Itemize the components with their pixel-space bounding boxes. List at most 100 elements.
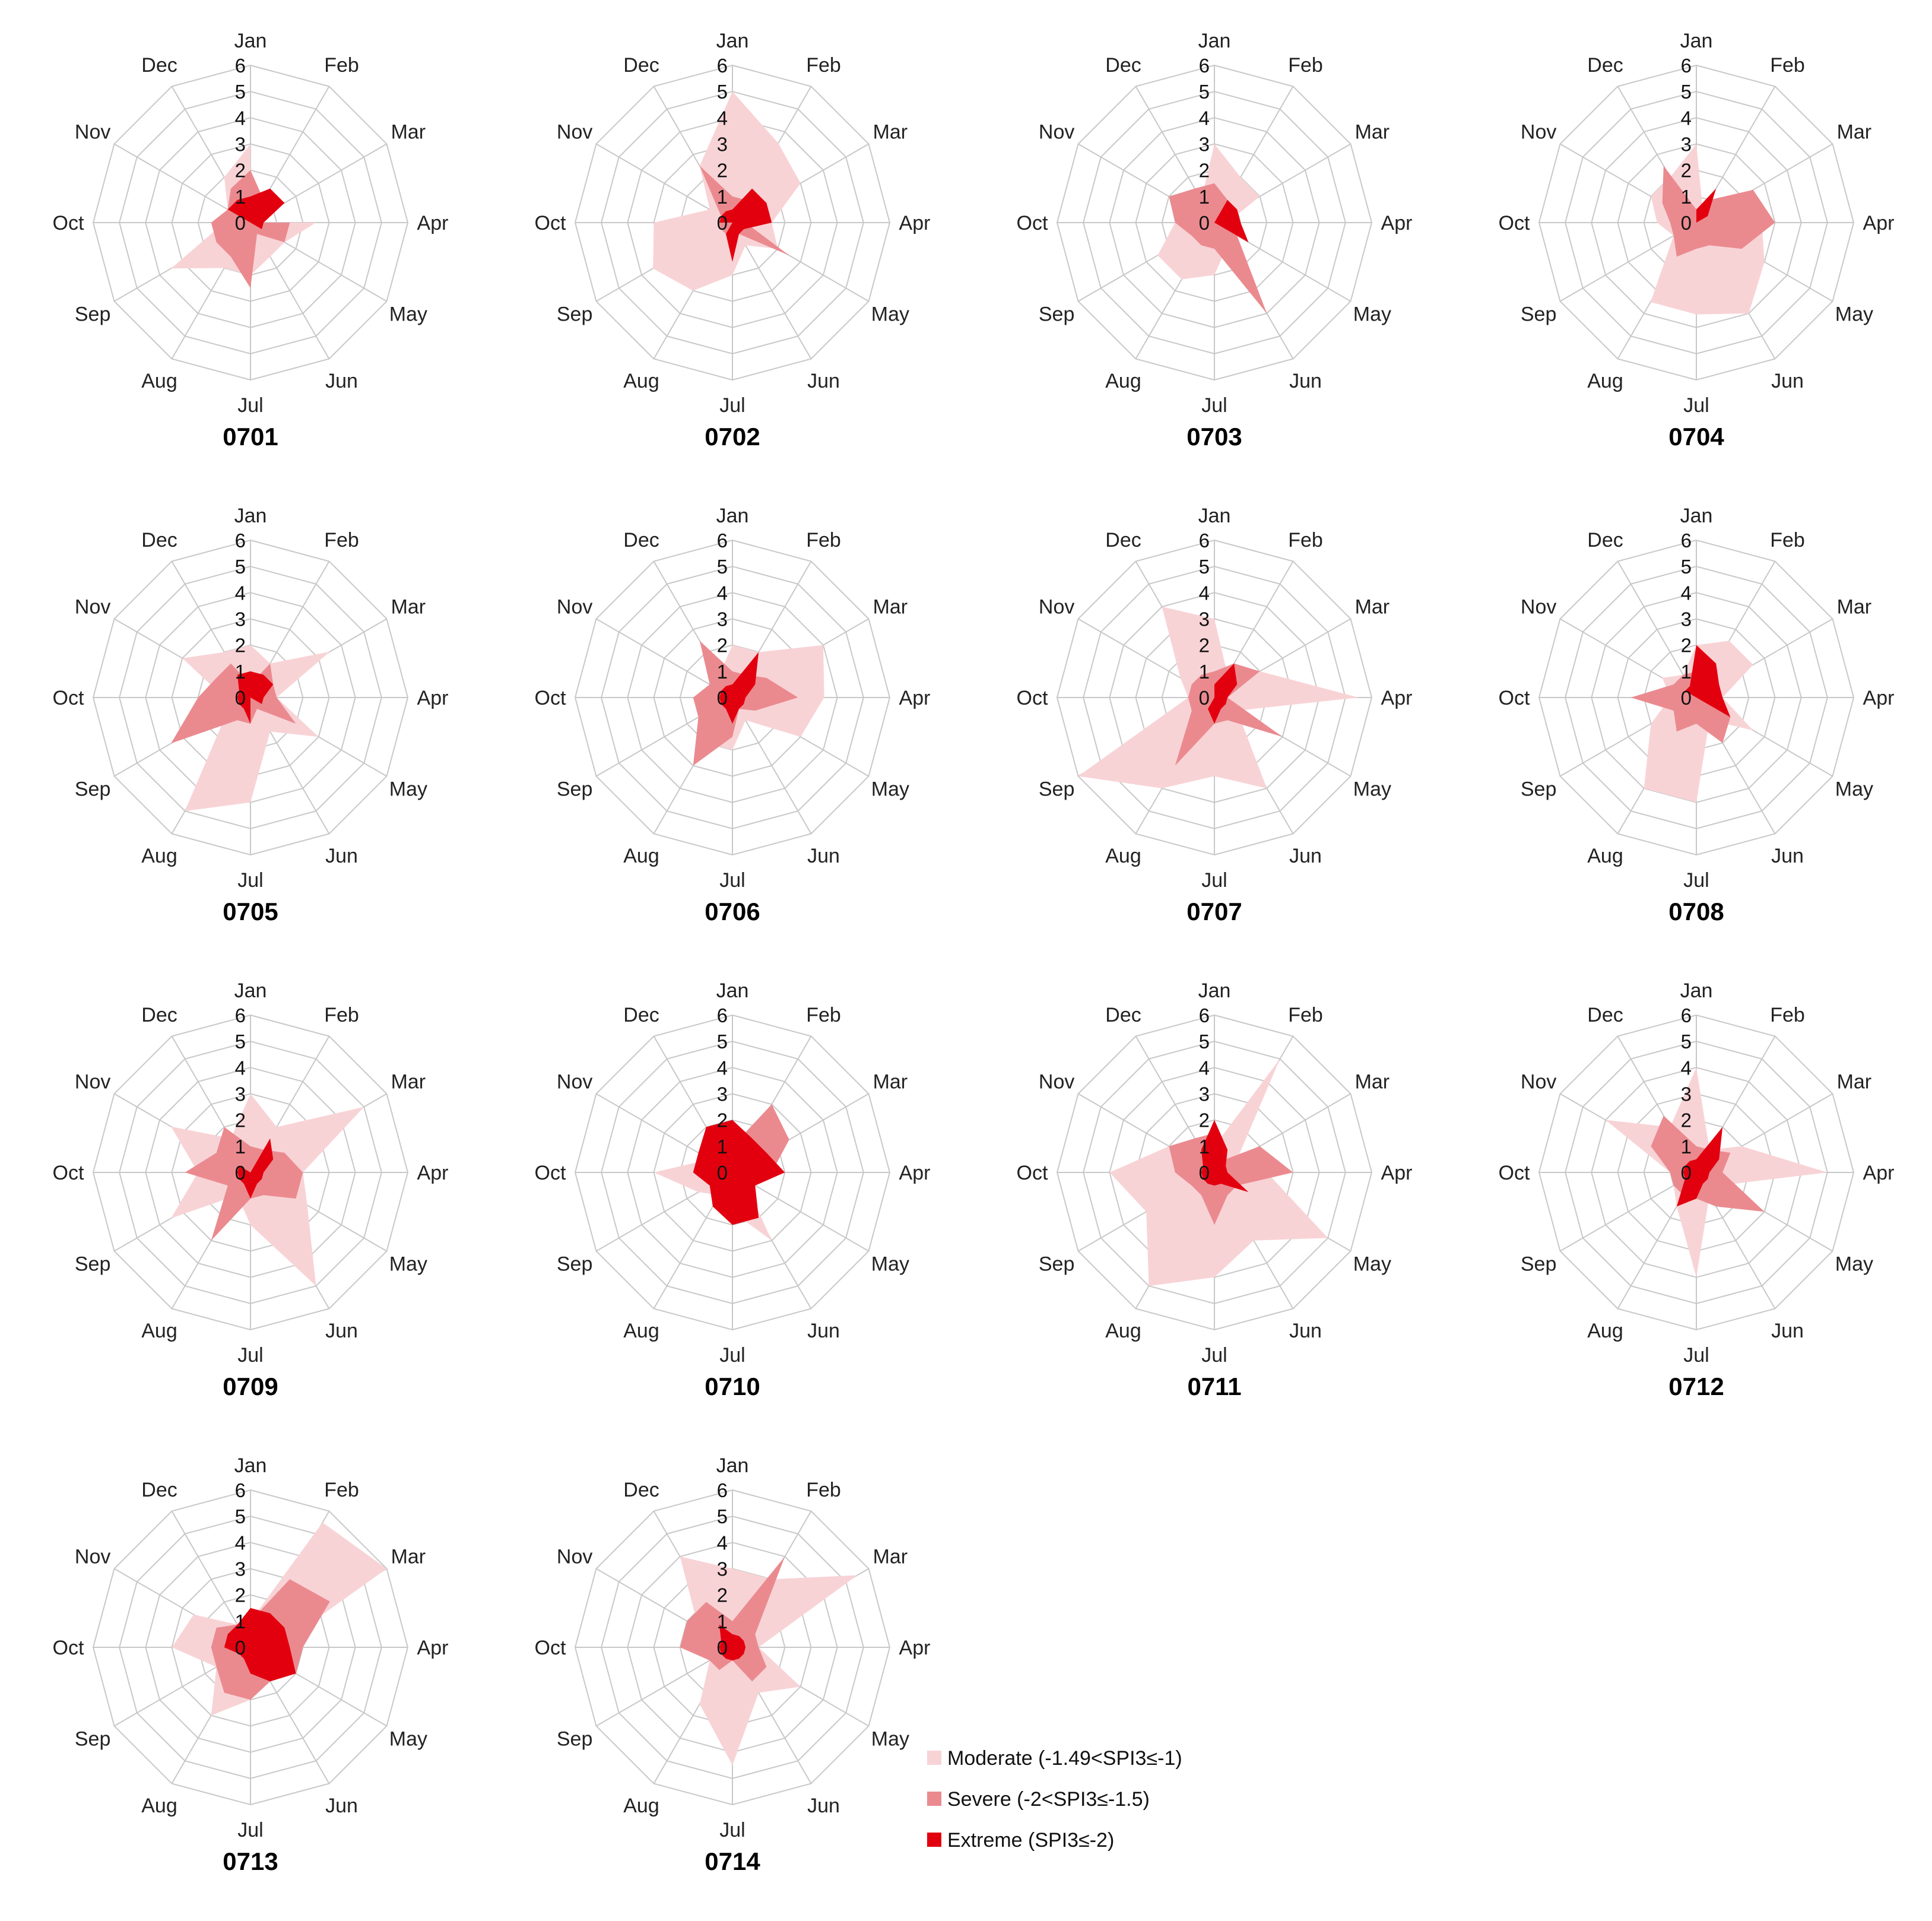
month-label: Jan [1198, 505, 1231, 527]
series-polygon-extreme [224, 1608, 296, 1682]
month-label: Jul [719, 869, 745, 892]
tick-label: 2 [1199, 160, 1210, 182]
radar-chart-0703: 0 1 2 3 4 5 6 Jan Feb Mar Apr May Jun Jul Aug Sep Oct Nov… [1017, 30, 1413, 451]
month-label: Mar [1837, 1071, 1872, 1093]
month-label: Nov [75, 121, 110, 144]
month-label: Aug [141, 1795, 177, 1817]
month-label: Apr [1863, 212, 1895, 234]
month-label: Nov [557, 1546, 592, 1568]
tick-label: 1 [717, 186, 728, 208]
month-label: Jun [1289, 1320, 1322, 1342]
month-label: Mar [1837, 121, 1872, 144]
month-label: Jun [1771, 845, 1804, 867]
month-label: Mar [1355, 596, 1390, 619]
month-label: Dec [623, 1004, 659, 1026]
tick-label: 2 [1681, 635, 1692, 657]
tick-label: 2 [235, 1584, 246, 1606]
tick-label: 5 [1199, 81, 1210, 103]
month-label: Apr [417, 1637, 449, 1659]
month-label: Aug [1587, 370, 1623, 392]
month-label: Jun [807, 1320, 840, 1342]
series-polygon-extreme [1676, 1127, 1723, 1207]
month-label: Jan [716, 505, 749, 527]
month-label: Dec [623, 1479, 659, 1501]
month-label: Mar [873, 1071, 908, 1093]
month-label: Jun [807, 845, 840, 867]
tick-label: 6 [1199, 530, 1210, 551]
month-label: Nov [1521, 596, 1556, 619]
tick-label: 1 [717, 1136, 728, 1158]
chart-title: 0701 [223, 423, 278, 451]
month-label: Apr [1863, 1162, 1895, 1184]
chart-title: 0708 [1668, 898, 1724, 925]
tick-label: 3 [1199, 134, 1210, 156]
legend-swatch-extreme [927, 1833, 941, 1847]
tick-label: 5 [235, 1031, 246, 1053]
tick-label: 3 [1681, 1083, 1692, 1105]
tick-label: 3 [717, 608, 728, 630]
tick-label: 5 [1681, 1031, 1692, 1053]
month-label: Mar [391, 1071, 426, 1093]
tick-label: 6 [717, 1004, 728, 1026]
month-label: Oct [535, 1637, 566, 1659]
month-label: Oct [53, 1162, 84, 1184]
month-label: Sep [557, 778, 593, 801]
chart-title: 0704 [1668, 423, 1724, 451]
month-label: Aug [623, 845, 659, 867]
tick-label: 0 [1681, 212, 1692, 234]
tick-label: 5 [1199, 556, 1210, 578]
month-label: Mar [391, 1546, 426, 1568]
tick-label: 6 [717, 55, 728, 77]
month-label: Feb [324, 529, 359, 551]
series-polygon-extreme [719, 652, 759, 724]
tick-label: 2 [235, 1110, 246, 1131]
month-label: Apr [417, 212, 449, 234]
series-polygon-severe [211, 170, 290, 289]
month-label: Jan [234, 979, 267, 1002]
tick-label: 4 [717, 582, 728, 604]
month-label: Sep [557, 303, 593, 326]
tick-label: 4 [1199, 107, 1210, 129]
month-label: Mar [391, 596, 426, 619]
tick-label: 0 [235, 1162, 246, 1184]
tick-label: 5 [1199, 1031, 1210, 1053]
month-label: Apr [1381, 212, 1413, 234]
month-label: Jul [1683, 1344, 1709, 1367]
tick-label: 4 [717, 1057, 728, 1079]
month-label: Aug [141, 845, 177, 867]
series-polygon-severe [699, 166, 789, 256]
month-label: Sep [1521, 303, 1557, 326]
month-label: Feb [806, 1479, 841, 1501]
month-label: Sep [1039, 778, 1075, 801]
month-label: Nov [557, 1071, 592, 1093]
month-label: Jan [716, 979, 749, 1002]
tick-label: 4 [235, 1057, 246, 1079]
month-label: Sep [75, 1253, 111, 1276]
chart-title: 0713 [223, 1847, 278, 1875]
tick-label: 0 [1681, 1162, 1692, 1184]
series-polygon-extreme [227, 188, 285, 249]
tick-label: 5 [717, 81, 728, 103]
month-label: Jul [1201, 394, 1227, 417]
month-label: Feb [806, 529, 841, 551]
tick-label: 1 [235, 186, 246, 208]
chart-title: 0714 [705, 1847, 760, 1875]
month-label: Feb [1288, 529, 1323, 551]
chart-title: 0712 [1668, 1372, 1724, 1400]
tick-label: 2 [1681, 1110, 1692, 1131]
month-label: Feb [1770, 529, 1805, 551]
month-label: Apr [1381, 687, 1413, 709]
month-label: Oct [1499, 212, 1530, 234]
tick-label: 1 [1199, 661, 1210, 683]
month-label: Jan [1198, 979, 1231, 1002]
tick-label: 4 [235, 1532, 246, 1554]
tick-label: 1 [1199, 1136, 1210, 1158]
month-label: Nov [75, 596, 110, 619]
month-label: Dec [1105, 1004, 1141, 1026]
month-label: Nov [1521, 121, 1556, 144]
radar-chart-0701: 0 1 2 3 4 5 6 Jan Feb Mar Apr May Jun Jul Aug Sep Oct Nov… [53, 30, 449, 451]
tick-label: 5 [717, 556, 728, 578]
chart-title: 0710 [705, 1372, 760, 1400]
tick-label: 4 [235, 107, 246, 129]
